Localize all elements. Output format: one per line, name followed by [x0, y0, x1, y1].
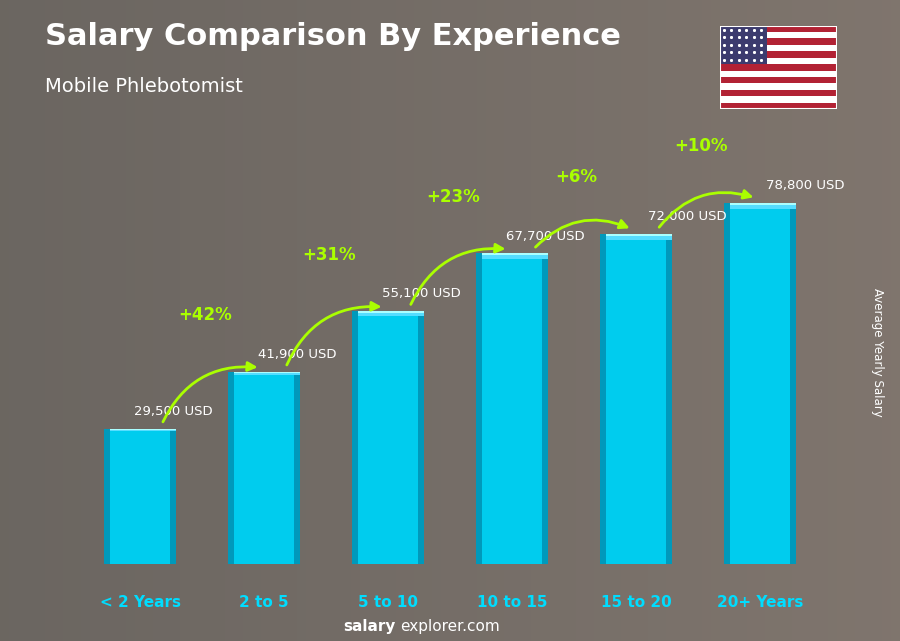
Bar	[542, 253, 548, 564]
Bar	[482, 253, 548, 564]
Bar	[720, 71, 837, 77]
Text: +23%: +23%	[426, 188, 480, 206]
Bar	[358, 312, 424, 316]
Bar	[666, 234, 671, 564]
Bar	[606, 234, 671, 240]
Bar	[606, 234, 671, 564]
Text: 15 to 20: 15 to 20	[600, 595, 671, 610]
Text: 67,700 USD: 67,700 USD	[506, 229, 584, 242]
Bar	[720, 45, 837, 51]
Bar	[730, 203, 796, 209]
Bar	[720, 38, 837, 45]
Bar	[294, 372, 300, 564]
Text: +10%: +10%	[674, 137, 727, 155]
Bar	[724, 203, 730, 564]
Bar	[720, 58, 837, 64]
Text: +6%: +6%	[555, 168, 598, 186]
Text: Average Yearly Salary: Average Yearly Salary	[871, 288, 884, 417]
Text: 2 to 5: 2 to 5	[239, 595, 289, 610]
Bar	[418, 312, 424, 564]
Text: Mobile Phlebotomist: Mobile Phlebotomist	[45, 77, 243, 96]
Bar	[606, 234, 671, 236]
Text: salary: salary	[344, 619, 396, 635]
Bar	[720, 32, 837, 38]
Text: 29,500 USD: 29,500 USD	[134, 405, 212, 418]
Text: explorer.com: explorer.com	[400, 619, 500, 635]
Bar	[476, 253, 482, 564]
Text: 55,100 USD: 55,100 USD	[382, 287, 461, 301]
Text: 78,800 USD: 78,800 USD	[766, 179, 844, 192]
Bar	[352, 312, 358, 564]
Bar	[720, 64, 837, 71]
Bar	[790, 203, 796, 564]
Text: +31%: +31%	[302, 246, 356, 263]
Bar	[730, 203, 796, 564]
Bar	[110, 429, 176, 431]
Bar	[720, 26, 767, 64]
Bar	[720, 77, 837, 83]
Bar	[482, 253, 548, 259]
Bar	[720, 26, 837, 32]
Text: 20+ Years: 20+ Years	[716, 595, 803, 610]
Text: Salary Comparison By Experience: Salary Comparison By Experience	[45, 22, 621, 51]
Bar	[720, 90, 837, 96]
Bar	[104, 429, 110, 564]
Bar	[720, 96, 837, 103]
Text: 5 to 10: 5 to 10	[358, 595, 418, 610]
Bar	[600, 234, 606, 564]
Bar	[234, 372, 300, 375]
Text: < 2 Years: < 2 Years	[100, 595, 181, 610]
Bar	[234, 372, 300, 373]
Bar	[170, 429, 176, 564]
Bar	[229, 372, 234, 564]
Bar	[358, 312, 424, 564]
Bar	[234, 372, 300, 564]
Text: 41,900 USD: 41,900 USD	[258, 348, 337, 361]
Bar	[358, 312, 424, 313]
Text: 72,000 USD: 72,000 USD	[648, 210, 727, 223]
Text: +42%: +42%	[178, 306, 232, 324]
Bar	[720, 103, 837, 109]
Bar	[730, 203, 796, 204]
Bar	[110, 429, 176, 564]
Text: 10 to 15: 10 to 15	[477, 595, 547, 610]
Bar	[720, 51, 837, 58]
Bar	[482, 253, 548, 255]
Bar	[720, 83, 837, 90]
